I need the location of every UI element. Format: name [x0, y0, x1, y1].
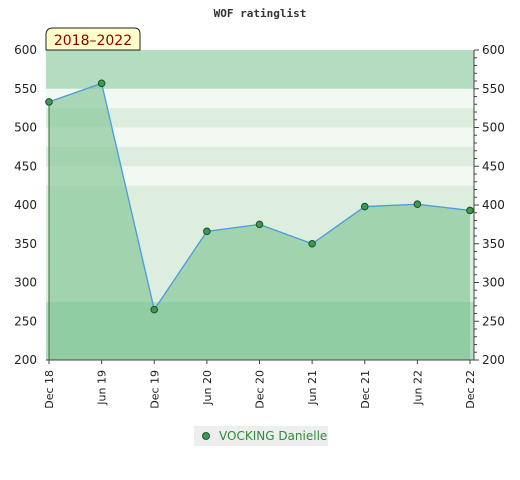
y-axis-left: 600 550 500 450 400 350 300 250 200	[14, 43, 50, 367]
y-tick-label: 200	[14, 353, 37, 367]
grid-band	[46, 185, 474, 206]
y-tick-label-right: 400	[482, 198, 505, 212]
legend-entry[interactable]: VOCKING Danielle	[219, 429, 327, 443]
y-tick-label: 450	[14, 159, 37, 173]
data-point[interactable]	[308, 239, 316, 248]
y-tick-label: 500	[14, 121, 37, 135]
y-tick-label: 300	[14, 276, 37, 290]
grid-band	[46, 88, 474, 109]
x-tick-label: Dec 22	[464, 370, 477, 409]
grid-band	[46, 127, 474, 148]
legend-box	[194, 426, 328, 446]
x-tick-label: Dec 20	[254, 370, 267, 409]
data-point[interactable]	[413, 200, 422, 209]
y-tick-label: 550	[14, 82, 37, 96]
x-tick-label: Jun 20	[201, 370, 214, 406]
grid-band	[46, 166, 474, 187]
y-tick-label-right: 250	[482, 314, 505, 328]
chart-title: WOF ratinglist	[214, 7, 307, 20]
data-point[interactable]	[97, 79, 106, 88]
x-tick-label: Jun 21	[306, 370, 319, 406]
y-tick-label: 350	[14, 237, 37, 251]
area-fill	[49, 83, 470, 360]
data-point[interactable]	[466, 206, 474, 215]
legend: VOCKING Danielle	[194, 426, 328, 446]
y-tick-label-right: 600	[482, 43, 505, 57]
y-tick-label: 250	[14, 314, 37, 328]
y-tick-label-right: 450	[482, 159, 505, 173]
data-point[interactable]	[150, 305, 159, 314]
grid-band	[46, 108, 474, 128]
legend-marker	[202, 432, 210, 440]
y-tick-label-right: 350	[482, 237, 505, 251]
period-label: 2018–2022	[54, 33, 132, 49]
x-tick-label: Dec 21	[359, 370, 372, 409]
x-tick-label: Jun 19	[96, 370, 109, 406]
period-label-box: 2018–2022	[45, 27, 141, 51]
y-tick-label-right: 550	[482, 82, 505, 96]
y-axis-right: 600 550 500 450 400 350 300 250 200	[473, 43, 505, 367]
x-tick-label: Dec 19	[148, 370, 161, 409]
data-point[interactable]	[203, 227, 211, 236]
x-tick-label: Dec 18	[43, 370, 56, 409]
data-point[interactable]	[255, 220, 264, 229]
y-tick-label: 400	[14, 198, 37, 212]
grid-band	[46, 69, 474, 90]
data-point[interactable]	[360, 202, 369, 211]
y-tick-label-right: 500	[482, 121, 505, 135]
y-tick-label: 600	[14, 43, 37, 57]
data-points	[45, 79, 474, 314]
x-tick-label: Jun 22	[411, 370, 424, 406]
grid-band	[46, 146, 474, 167]
y-tick-label-right: 200	[482, 353, 505, 367]
x-axis: Dec 18 Jun 19 Dec 19 Jun 20 Dec 20 Jun 21 Dec …	[43, 359, 477, 409]
grid-band	[46, 50, 474, 70]
y-tick-label-right: 300	[482, 276, 505, 290]
data-point[interactable]	[45, 98, 53, 106]
